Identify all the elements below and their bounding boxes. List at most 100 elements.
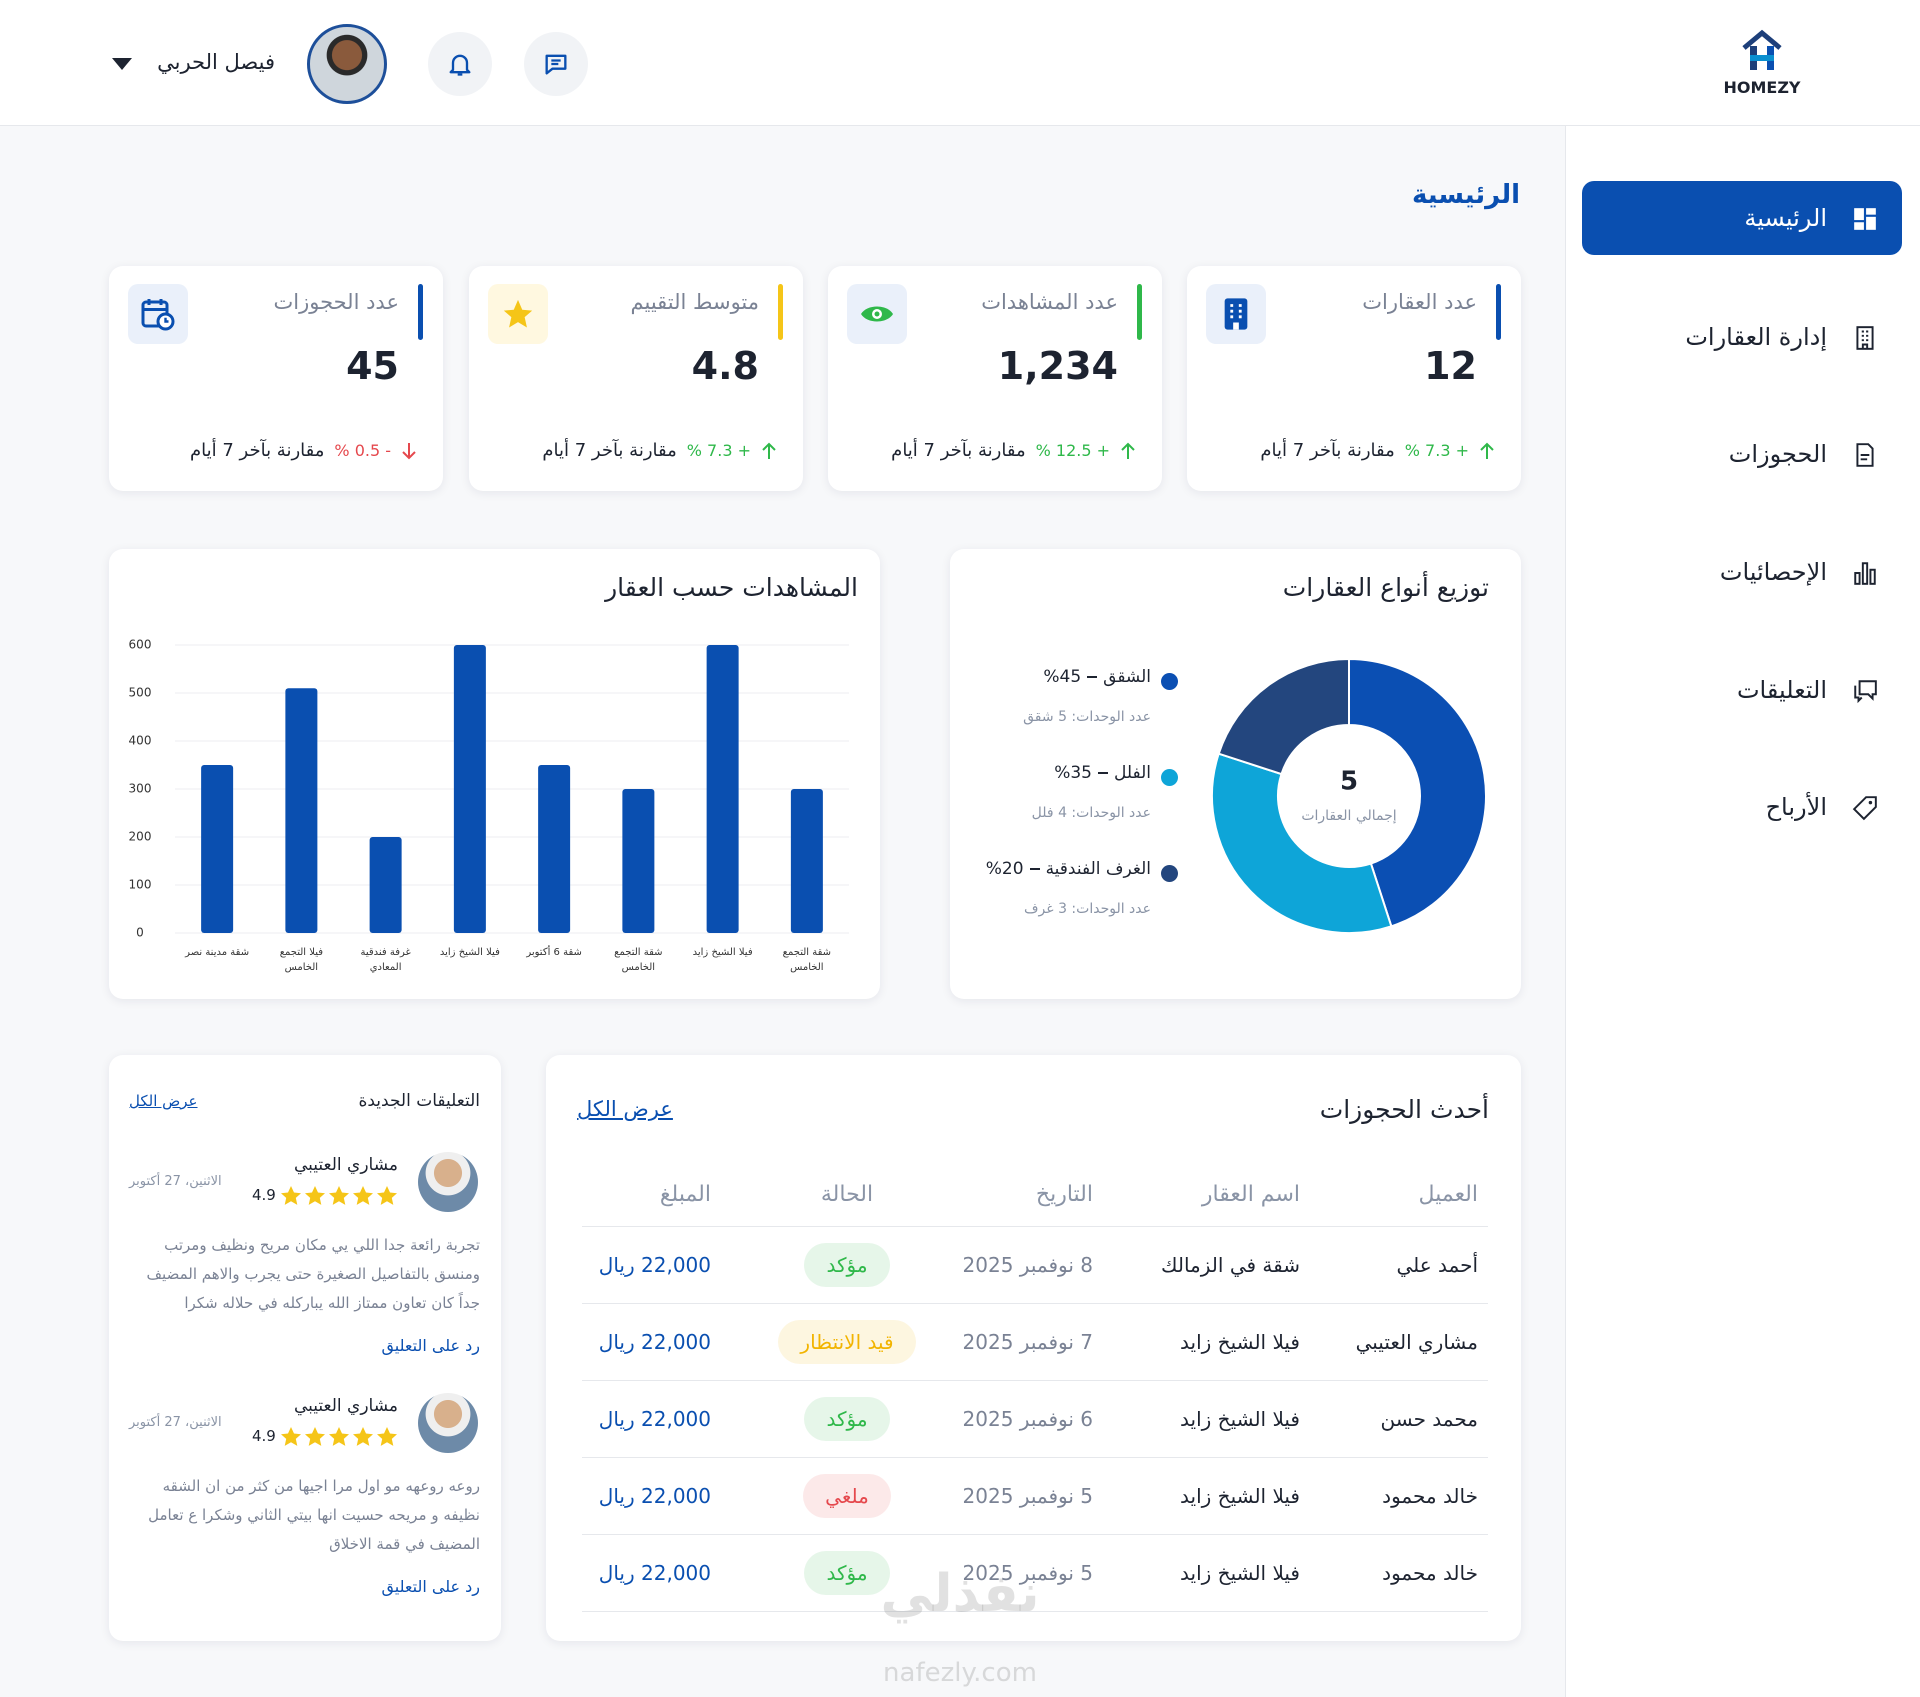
- date: 5 نوفمبر 2025: [962, 1561, 1093, 1585]
- stat-compare: مقارنة بآخر 7 أيام: [1260, 440, 1395, 461]
- review-date: الاثنين، 27 أكتوبر: [129, 1415, 222, 1430]
- center-value: 5: [1340, 767, 1358, 797]
- nav-item[interactable]: الإحصائيات: [1719, 558, 1827, 586]
- amount: 22,000 ريال: [598, 1561, 711, 1585]
- column-header: العميل: [1418, 1182, 1478, 1207]
- reply-link[interactable]: رد على التعليق: [381, 1577, 480, 1596]
- table-row: مشاري العتيبي فيلا الشيخ زايد 7 نوفمبر 202…: [582, 1304, 1488, 1381]
- stars: [281, 1427, 397, 1446]
- logo-icon: [1742, 29, 1782, 70]
- x-tick-label: فيلا الشيخ زايد: [692, 947, 753, 958]
- stat-change: % 7.3 +: [1404, 441, 1469, 460]
- legend-label: الغرف الفندقية %20: [986, 859, 1151, 879]
- x-tick-label: شقة التجمع الخامس: [782, 947, 832, 973]
- nav-icon: [1856, 326, 1874, 350]
- review-rating: 4.9: [252, 1427, 276, 1445]
- messages-button[interactable]: [524, 32, 588, 96]
- property: فيلا الشيخ زايد: [1180, 1407, 1300, 1431]
- nav-item[interactable]: الرئيسية: [1744, 204, 1827, 232]
- legend-units: عدد الوحدات: 3 غرف: [1024, 901, 1151, 917]
- legend-name: الفلل: [1113, 763, 1151, 783]
- legend-units: عدد الوحدات: 5 شقق: [1023, 709, 1151, 725]
- x-tick-label: غرفة فندقية المعادي: [360, 947, 411, 973]
- x-tick-label: فيلا الشيخ زايد: [439, 947, 500, 958]
- dropdown-arrow[interactable]: [112, 58, 132, 70]
- bar: [453, 645, 486, 933]
- review-text: روعه روعهه مو اول مرا اجيها من كثر من ان…: [148, 1477, 480, 1553]
- nav-item[interactable]: الأرباح: [1765, 793, 1827, 821]
- review-text: تجربة رائعة جدا اللي يي مكان مريح ونظيف …: [146, 1236, 480, 1312]
- property: فيلا الشيخ زايد: [1180, 1484, 1300, 1508]
- amount: 22,000 ريال: [598, 1407, 711, 1431]
- nav-item[interactable]: التعليقات: [1736, 676, 1827, 704]
- legend-name: الشقق: [1103, 667, 1151, 687]
- x-tick-label: شقة مدينة نصر: [185, 947, 250, 958]
- legend-dot: [1161, 673, 1178, 690]
- view-all-link[interactable]: عرض الكل: [577, 1097, 673, 1121]
- review-rating: 4.9: [252, 1186, 276, 1204]
- column-header: الحالة: [820, 1182, 874, 1207]
- stat-change: % 0.5 -: [334, 441, 391, 460]
- bar: [790, 789, 823, 933]
- header: HOMEZY فيصل الحربي: [0, 0, 1920, 126]
- y-tick-label: 200: [129, 830, 152, 844]
- stat-title: عدد الحجوزات: [273, 290, 399, 314]
- bar: [706, 645, 739, 933]
- watermark: nafezly.com: [883, 1658, 1037, 1688]
- legend-dash: [1097, 772, 1108, 774]
- x-tick-label-box: فيلا التجمع الخامس: [280, 947, 323, 973]
- legend-label: الفلل %35: [1054, 763, 1151, 783]
- reviews-card: التعليقات الجديدة عرض الكل مشاري العتيبي…: [109, 1055, 501, 1641]
- watermark: نفذلي: [880, 1564, 1040, 1624]
- bar-chart-card: المشاهدات حسب العقار 0 100 200 300 400 500 600…: [109, 549, 880, 999]
- donut-segment: [1217, 657, 1350, 776]
- reviews-title: التعليقات الجديدة: [358, 1091, 480, 1111]
- status: ملغي: [803, 1474, 891, 1518]
- view-all-link[interactable]: عرض الكل: [129, 1092, 198, 1110]
- client: محمد حسن: [1380, 1407, 1478, 1431]
- legend-dash: [1087, 676, 1098, 678]
- stat-value: 45: [346, 344, 399, 388]
- amount: 22,000 ريال: [598, 1484, 711, 1508]
- reviewer-avatar: [418, 1393, 478, 1453]
- y-tick-label: 400: [129, 734, 152, 748]
- reviewer-avatar: [418, 1152, 478, 1212]
- stat-compare: مقارنة بآخر 7 أيام: [189, 440, 325, 461]
- donut-segment: [1211, 752, 1393, 934]
- bar: [622, 789, 655, 933]
- table-row: محمد حسن فيلا الشيخ زايد 6 نوفمبر 2025 مؤكد…: [582, 1381, 1488, 1458]
- y-tick-label: 500: [129, 686, 152, 700]
- chart-title: المشاهدات حسب العقار: [605, 573, 858, 602]
- property: فيلا الشيخ زايد: [1180, 1330, 1300, 1354]
- y-tick-label: 300: [129, 782, 152, 796]
- nav-item[interactable]: الحجوزات: [1728, 440, 1827, 468]
- stat-change: % 12.5 +: [1035, 441, 1110, 460]
- y-tick-label: 0: [136, 926, 144, 940]
- client: مشاري العتيبي: [1355, 1330, 1478, 1354]
- bookings-title: أحدث الحجوزات: [1319, 1095, 1489, 1124]
- status: مؤكد: [804, 1243, 890, 1287]
- review-date: الاثنين، 27 أكتوبر: [129, 1174, 222, 1189]
- user-avatar[interactable]: [307, 24, 387, 104]
- nav-item[interactable]: إدارة العقارات: [1685, 323, 1827, 351]
- nav-icon: [1856, 443, 1874, 467]
- user-name[interactable]: فيصل الحربي: [157, 50, 275, 74]
- x-tick-label-box: فيلا الشيخ زايد: [692, 947, 753, 958]
- column-header: المبلغ: [659, 1182, 711, 1207]
- center-label: إجمالي العقارات: [1301, 808, 1396, 824]
- column-header: اسم العقار: [1201, 1182, 1300, 1207]
- amount: 22,000 ريال: [598, 1330, 711, 1354]
- legend-value: %45: [1043, 667, 1082, 687]
- stat-change: % 7.3 +: [686, 441, 751, 460]
- notifications-button[interactable]: [428, 32, 492, 96]
- reply-link[interactable]: رد على التعليق: [381, 1336, 480, 1355]
- date: 5 نوفمبر 2025: [962, 1484, 1093, 1508]
- date: 7 نوفمبر 2025: [962, 1330, 1093, 1354]
- legend-value: %35: [1054, 763, 1092, 783]
- bar-chart: 0 100 200 300 400 500 600 شقة مدينة نصر فيلا الت…: [129, 638, 849, 973]
- pie-chart-card: توزيع أنواع العقارات 5 إجمالي العقارات ال…: [950, 549, 1521, 999]
- active-nav-bg: [1582, 181, 1902, 255]
- legend-units: عدد الوحدات: 4 فلل: [1031, 805, 1151, 821]
- legend-label: الشقق %45: [1043, 667, 1151, 687]
